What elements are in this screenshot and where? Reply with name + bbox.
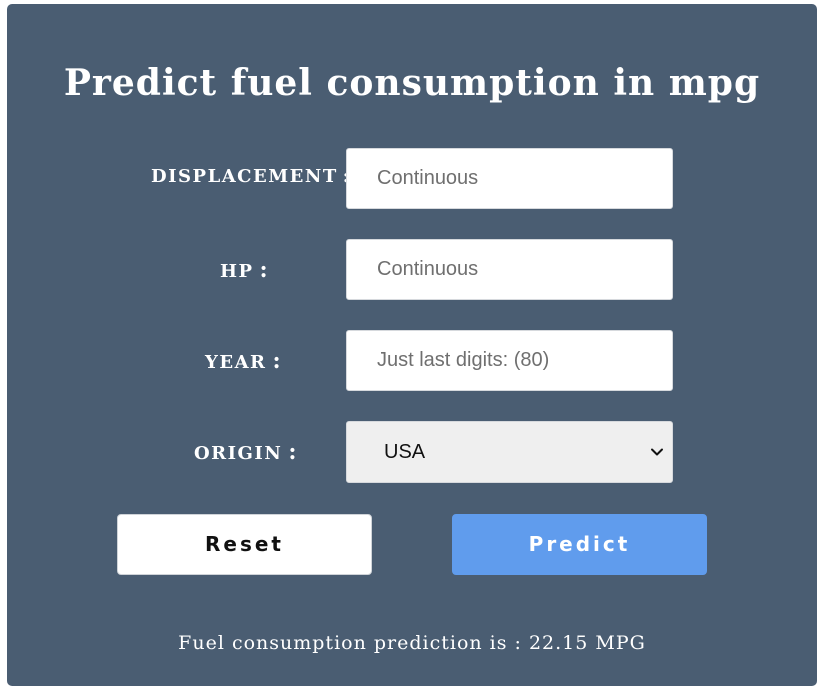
origin-label-colon: : [288, 439, 298, 465]
displacement-label-text: DISPLACEMENT [151, 166, 338, 187]
displacement-input[interactable] [346, 148, 673, 209]
year-label-colon: : [272, 348, 283, 374]
hp-label-colon: : [259, 257, 270, 283]
predict-button[interactable]: Predict [452, 514, 707, 575]
reset-button[interactable]: Reset [117, 514, 372, 575]
page-title: Predict fuel consumption in mpg [63, 62, 761, 104]
hp-label-text: HP [220, 261, 254, 282]
origin-label-text: ORIGIN [194, 443, 283, 464]
hp-label: HP: [220, 257, 269, 283]
origin-select[interactable]: USA [346, 421, 673, 483]
displacement-label: DISPLACEMENT: [151, 166, 351, 187]
year-label-text: YEAR [205, 352, 267, 373]
year-label: YEAR: [205, 348, 282, 374]
prediction-result: Fuel consumption prediction is : 22.15 M… [178, 632, 646, 654]
year-input[interactable] [346, 330, 673, 391]
origin-label: ORIGIN: [194, 439, 298, 465]
hp-input[interactable] [346, 239, 673, 300]
chevron-down-icon [651, 448, 663, 456]
origin-selected-value: USA [384, 441, 426, 463]
